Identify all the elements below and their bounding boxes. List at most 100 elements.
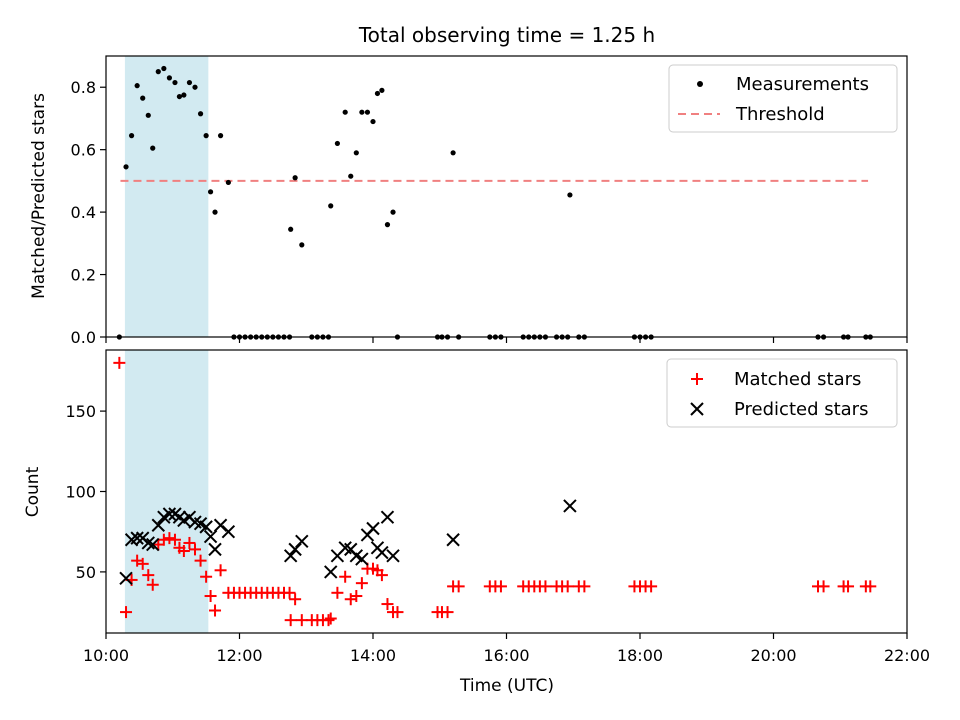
- predicted-star-point: [283, 549, 298, 563]
- predicted-star-point: [199, 520, 213, 534]
- ratio-legend: Measurements Threshold: [668, 64, 898, 133]
- predicted-star-point: [375, 545, 389, 560]
- predicted-star-point: [563, 499, 577, 513]
- legend-measurements-label: Measurements: [736, 74, 869, 95]
- matched-star-point: [350, 590, 363, 603]
- measurement-point: [225, 179, 231, 186]
- x-tick-label: 22:00: [884, 646, 930, 665]
- predicted-star-point: [208, 542, 222, 557]
- count-x-ticks: 10:00 12:00 14:00 16:00 18:00 20:00 22:00: [83, 633, 930, 665]
- ratio-y-tick-label: 0.4: [71, 203, 96, 222]
- measurement-point: [181, 92, 187, 98]
- measurement-point: [450, 150, 456, 156]
- matched-star-point: [561, 580, 574, 593]
- matched-star-point: [817, 580, 830, 593]
- matched-star-point: [163, 532, 176, 545]
- matched-star-point: [452, 580, 465, 593]
- measurement-point: [390, 209, 396, 215]
- legend-measurement-marker: [697, 81, 703, 87]
- measurement-point: [161, 65, 167, 72]
- measurement-point: [186, 79, 193, 86]
- matched-star-point: [391, 606, 404, 619]
- matched-star-point: [113, 356, 126, 369]
- measurement-point: [348, 173, 354, 179]
- legend-matched-marker: [691, 373, 703, 385]
- measurement-point: [292, 175, 298, 181]
- predicted-star-point: [386, 549, 400, 563]
- measurement-point: [379, 87, 385, 93]
- matched-star-point: [539, 580, 552, 593]
- measurement-point: [197, 111, 204, 117]
- matched-star-point: [284, 614, 297, 627]
- measurement-point: [342, 109, 348, 115]
- predicted-star-point: [324, 565, 338, 579]
- predicted-star-point: [130, 531, 144, 545]
- matched-star-point: [864, 580, 877, 593]
- matched-star-point: [136, 557, 149, 570]
- count-y-tick-label: 50: [76, 563, 96, 582]
- matched-star-point: [494, 580, 507, 593]
- ratio-legend-box: [668, 64, 898, 133]
- matched-star-point: [204, 590, 217, 603]
- measurement-point: [128, 133, 135, 139]
- matched-star-point: [289, 593, 302, 606]
- count-y-tick-label: 150: [65, 402, 96, 421]
- measurement-point: [384, 222, 391, 228]
- measurement-point: [166, 75, 173, 81]
- x-tick-label: 20:00: [750, 646, 796, 665]
- measurement-point: [212, 209, 218, 215]
- matched-star-points: [113, 356, 877, 627]
- measurement-point: [145, 112, 151, 118]
- ratio-panel: 0.00.20.40.60.8 Matched/Predicted stars …: [29, 55, 908, 347]
- x-tick-label: 10:00: [83, 646, 129, 665]
- measurement-point: [374, 90, 381, 97]
- matched-star-point: [168, 533, 181, 546]
- x-axis-label: Time (UTC): [459, 676, 554, 696]
- measurement-point: [364, 109, 371, 115]
- measurement-point: [334, 140, 340, 147]
- count-y-tick-label: 100: [65, 483, 96, 502]
- matched-star-point: [142, 569, 155, 582]
- matched-star-point: [295, 614, 308, 627]
- matched-star-point: [214, 564, 227, 577]
- measurement-point: [370, 118, 376, 125]
- predicted-star-point: [162, 507, 177, 521]
- predicted-star-point: [119, 571, 133, 586]
- measurement-point: [150, 145, 156, 151]
- measurement-point: [567, 192, 573, 198]
- count-y-ticks: 50 100 150: [65, 402, 106, 582]
- matched-star-point: [183, 536, 196, 549]
- observing-span-bottom: [124, 350, 209, 633]
- measurement-point: [353, 150, 359, 156]
- matched-star-point: [157, 533, 170, 546]
- matched-star-point: [381, 598, 394, 611]
- x-tick-label: 14:00: [350, 646, 396, 665]
- measurement-point: [155, 69, 161, 75]
- matched-star-point: [331, 586, 344, 599]
- legend-predicted-marker: [690, 402, 704, 416]
- legend-threshold-label: Threshold: [735, 104, 825, 125]
- measurement-point: [328, 203, 334, 209]
- predicted-star-point: [203, 529, 218, 544]
- matched-star-point: [375, 569, 388, 582]
- predicted-star-points: [119, 499, 577, 586]
- ratio-y-tick-label: 0.8: [71, 78, 96, 97]
- predicted-star-point: [355, 552, 369, 566]
- matched-star-point: [189, 543, 201, 556]
- count-panel: 50 100 150 10:00 12:00 14:00 16:00 18:00 20:00 2…: [23, 349, 930, 696]
- measurement-point: [299, 242, 305, 248]
- matched-star-point: [146, 578, 159, 591]
- measurement-point: [172, 79, 178, 86]
- matched-star-point: [200, 570, 213, 583]
- predicted-star-point: [146, 537, 160, 552]
- ratio-y-tick-label: 0.0: [71, 328, 96, 347]
- ratio-y-ticks: 0.0 0.2 0.4 0.6 0.8: [71, 78, 106, 347]
- matched-star-point: [578, 580, 591, 593]
- count-legend-box: [666, 358, 898, 428]
- ratio-y-axis-label: Matched/Predicted stars: [29, 93, 49, 299]
- predicted-star-point: [151, 518, 165, 532]
- x-tick-label: 16:00: [483, 646, 529, 665]
- matched-star-point: [842, 580, 855, 593]
- measurement-point: [203, 133, 209, 139]
